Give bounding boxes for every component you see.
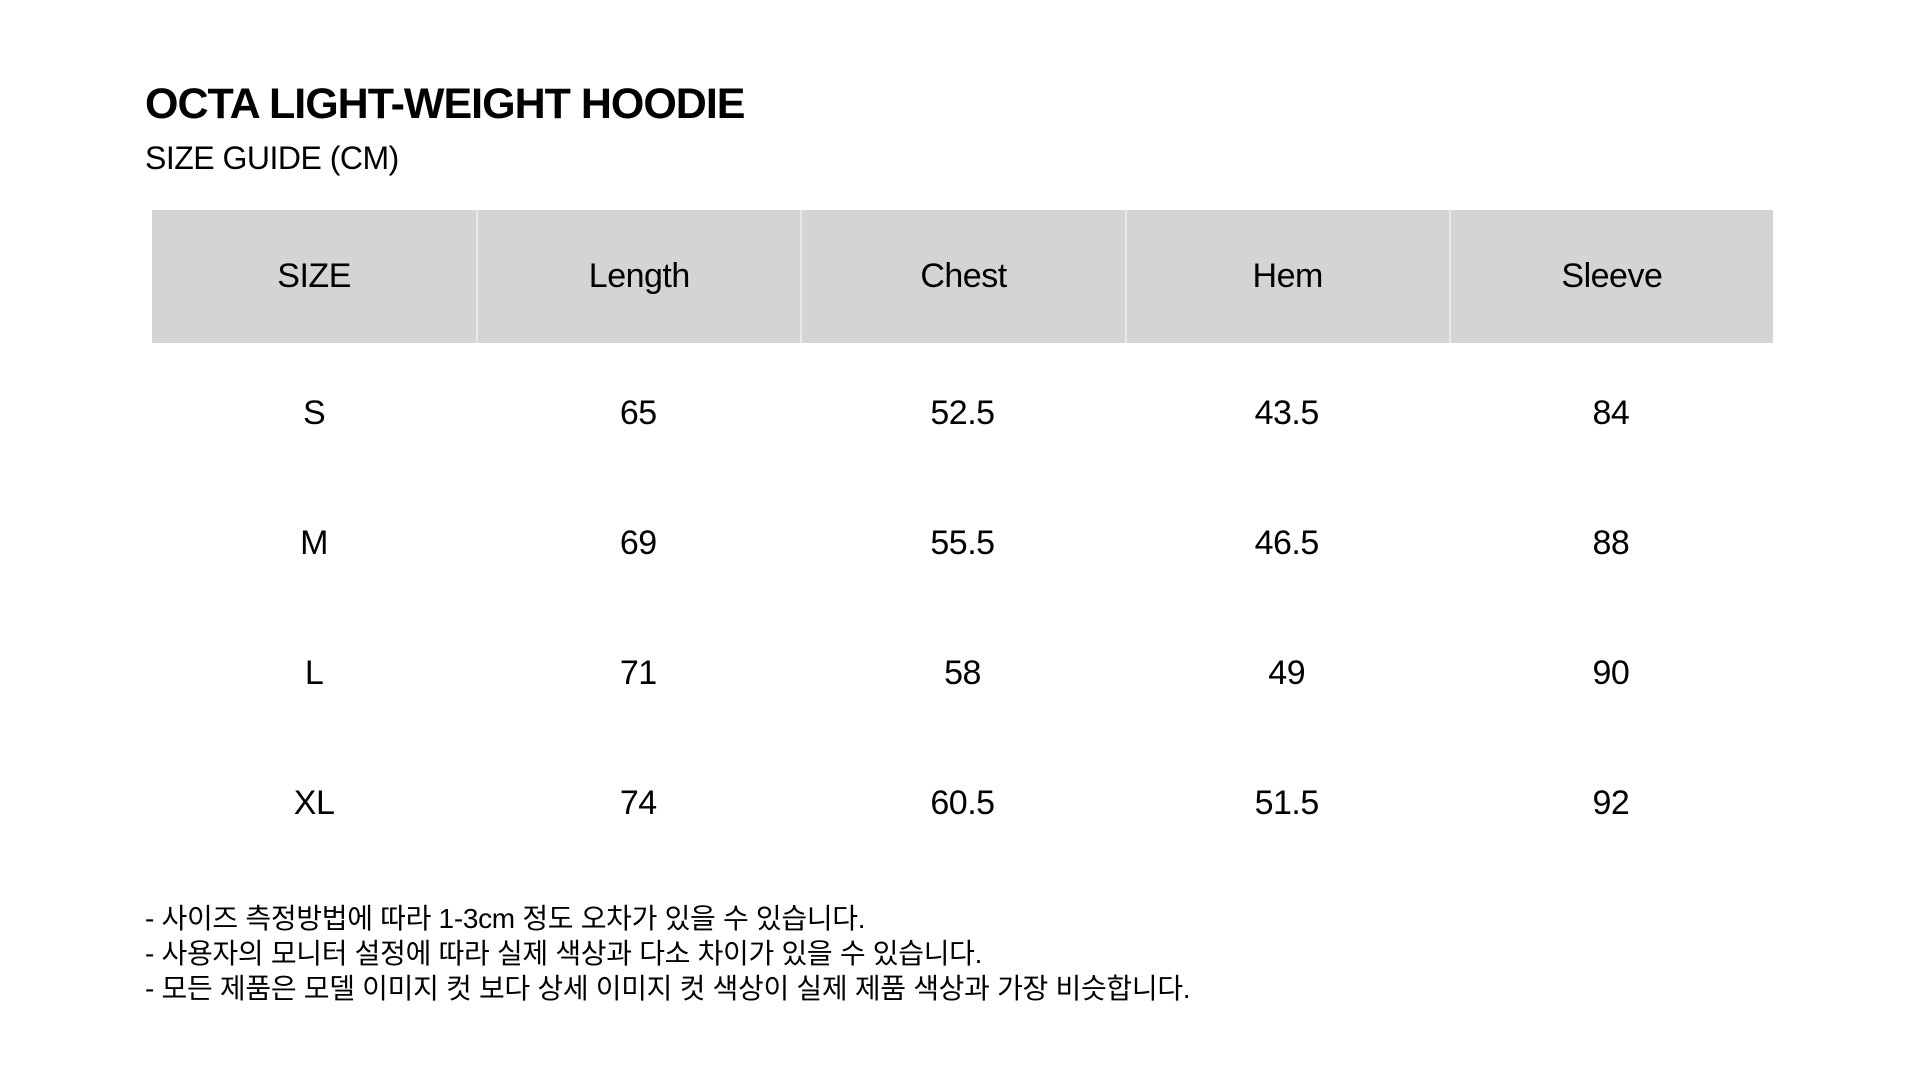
cell-length-m: 69: [619, 523, 657, 562]
cell-sleeve-m: 88: [1592, 523, 1630, 562]
cell-hem-m: 46.5: [1254, 523, 1320, 562]
cell-hem-l: 49: [1268, 653, 1306, 692]
size-table-body: S 65 52.5 43.5 84 M 69 55.5 46.5 88 L 71…: [152, 343, 1773, 868]
size-table-row-xl: XL 74 60.5 51.5 92: [152, 738, 1773, 868]
size-table-row-l: L 71 58 49 90: [152, 608, 1773, 738]
column-header-sleeve: Sleeve: [1448, 210, 1773, 343]
size-table-row-s: S 65 52.5 43.5 84: [152, 348, 1773, 478]
note-line: - 모든 제품은 모델 이미지 컷 보다 상세 이미지 컷 색상이 실제 제품 …: [145, 973, 1191, 1004]
cell-length-l: 71: [619, 653, 657, 692]
size-guide-heading: SIZE GUIDE (CM): [145, 140, 399, 176]
size-table: SIZE Length Chest Hem Sleeve S 65 52.5 4…: [152, 210, 1773, 868]
cell-hem-xl: 51.5: [1254, 783, 1320, 822]
note-line: - 사이즈 측정방법에 따라 1-3cm 정도 오차가 있을 수 있습니다.: [145, 903, 866, 934]
cell-chest-xl: 60.5: [930, 783, 995, 822]
cell-sleeve-xl: 92: [1592, 783, 1630, 822]
size-table-row-m: M 69 55.5 46.5 88: [152, 478, 1773, 608]
cell-size-s: S: [303, 393, 326, 432]
cell-chest-s: 52.5: [930, 393, 995, 432]
column-header-length: Length: [476, 210, 800, 343]
cell-size-xl: XL: [293, 783, 335, 822]
column-header-chest: Chest: [800, 210, 1124, 343]
product-title: OCTA LIGHT-WEIGHT HOODIE: [145, 80, 745, 128]
cell-length-xl: 74: [619, 783, 657, 822]
cell-size-m: M: [300, 523, 328, 562]
cell-size-l: L: [304, 653, 324, 692]
size-table-header-row: SIZE Length Chest Hem Sleeve: [152, 210, 1773, 343]
footnotes: - 사이즈 측정방법에 따라 1-3cm 정도 오차가 있을 수 있습니다. -…: [145, 901, 1191, 1006]
column-header-size: SIZE: [277, 257, 351, 295]
note-line: - 사용자의 모니터 설정에 따라 실제 색상과 다소 차이가 있을 수 있습니…: [145, 938, 983, 969]
cell-sleeve-l: 90: [1592, 653, 1630, 692]
column-header-hem: Hem: [1124, 210, 1449, 343]
cell-length-s: 65: [619, 393, 657, 432]
cell-sleeve-s: 84: [1592, 393, 1630, 432]
cell-chest-m: 55.5: [930, 523, 995, 562]
cell-chest-l: 58: [944, 653, 981, 692]
cell-hem-s: 43.5: [1254, 393, 1320, 432]
